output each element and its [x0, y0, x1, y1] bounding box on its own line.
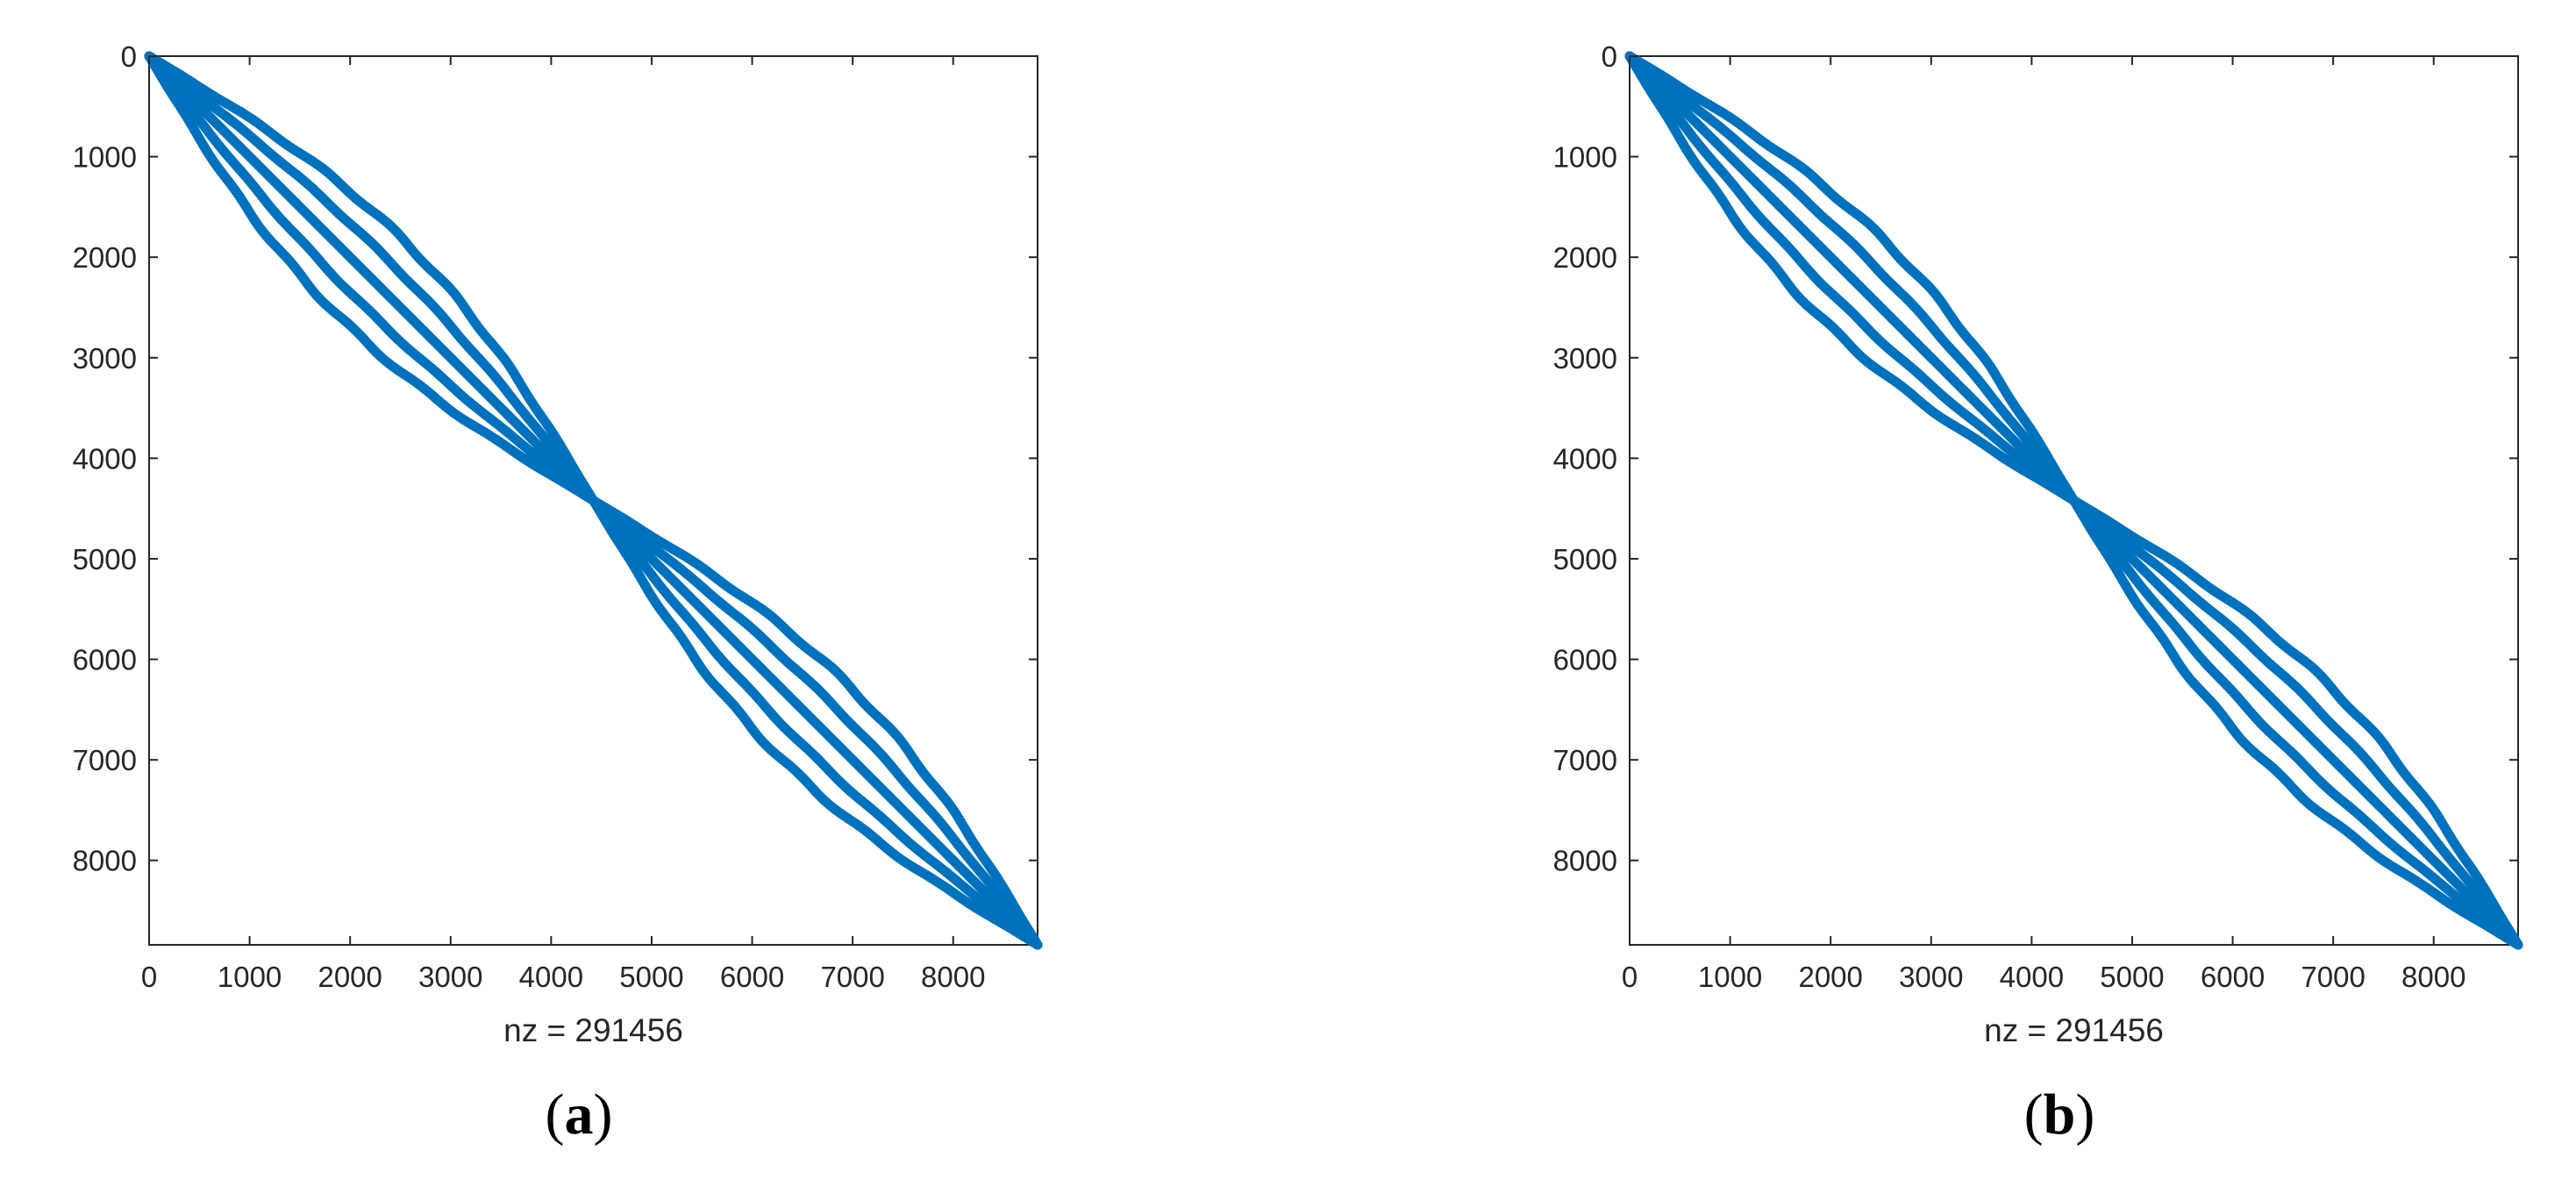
band-2-5 — [2069, 496, 2523, 950]
x-tick-label: 6000 — [720, 961, 784, 993]
band-1-1 — [144, 51, 598, 505]
y-tick-label: 7000 — [1553, 744, 1617, 776]
band-2-3 — [2069, 496, 2523, 950]
y-tick-label: 2000 — [1553, 241, 1617, 274]
band-2-1 — [589, 496, 1043, 950]
band-1-5 — [1624, 51, 2079, 505]
x-tick-label: 0 — [141, 961, 157, 993]
band-2-5 — [589, 496, 1043, 950]
y-tick-label: 7000 — [73, 744, 137, 776]
y-tick-label: 4000 — [73, 442, 137, 475]
x-tick-label: 2000 — [1798, 961, 1862, 993]
band-2-1 — [2069, 496, 2523, 950]
band-1-3 — [1624, 51, 2079, 505]
band-1-5 — [144, 51, 598, 505]
x-tick-label: 6000 — [2201, 961, 2265, 993]
y-tick-label: 0 — [121, 40, 137, 73]
x-tick-label: 7000 — [2301, 961, 2365, 993]
y-tick-label: 5000 — [1553, 543, 1617, 575]
y-tick-label: 8000 — [1553, 845, 1617, 877]
y-tick-label: 6000 — [1553, 644, 1617, 676]
y-tick-label: 3000 — [73, 342, 137, 375]
x-tick-label: 4000 — [519, 961, 583, 993]
x-tick-label: 3000 — [1899, 961, 1963, 993]
x-tick-label: 8000 — [2401, 961, 2465, 993]
x-tick-label: 5000 — [619, 961, 683, 993]
band-1-3 — [144, 51, 598, 505]
x-axis-label: nz = 291456 — [1984, 1012, 2164, 1048]
band-2-2 — [2069, 496, 2523, 950]
sparsity-bands — [1624, 51, 2523, 950]
spy-plot-b: 0 1000 2000 3000 4000 5000 6000 7000 8000 0 1000 20… — [1553, 40, 2523, 1147]
panel-label: (b) — [2024, 1083, 2095, 1147]
x-tick-label: 0 — [1622, 961, 1638, 993]
y-tick-label: 1000 — [73, 141, 137, 174]
band-2-4 — [589, 496, 1043, 950]
x-tick-label: 4000 — [2000, 961, 2064, 993]
band-1-2 — [1624, 51, 2079, 505]
y-tick-label: 8000 — [73, 845, 137, 877]
sparsity-bands — [144, 51, 1043, 950]
band-1-4 — [144, 51, 598, 505]
band-1-4 — [1624, 51, 2079, 505]
y-tick-label: 4000 — [1553, 442, 1617, 475]
x-axis-label: nz = 291456 — [503, 1012, 683, 1048]
x-tick-label: 1000 — [218, 961, 282, 993]
y-tick-label: 3000 — [1553, 342, 1617, 375]
y-tick-label: 6000 — [73, 644, 137, 676]
x-tick-label: 5000 — [2100, 961, 2164, 993]
panel-label: (a) — [546, 1083, 613, 1147]
x-tick-label: 7000 — [820, 961, 884, 993]
band-2-3 — [589, 496, 1043, 950]
x-tick-label: 8000 — [921, 961, 985, 993]
band-2-2 — [589, 496, 1043, 950]
band-1-2 — [144, 51, 598, 505]
x-tick-label: 3000 — [418, 961, 482, 993]
x-tick-label: 2000 — [318, 961, 382, 993]
y-tick-label: 0 — [1602, 40, 1617, 73]
spy-plot-a: 0 1000 2000 3000 4000 5000 6000 7000 8000 0 1000 20… — [73, 40, 1043, 1147]
band-2-4 — [2069, 496, 2523, 950]
y-tick-label: 5000 — [73, 543, 137, 575]
y-tick-label: 2000 — [73, 241, 137, 274]
band-1-1 — [1624, 51, 2079, 505]
x-tick-label: 1000 — [1698, 961, 1762, 993]
y-tick-label: 1000 — [1553, 141, 1617, 174]
